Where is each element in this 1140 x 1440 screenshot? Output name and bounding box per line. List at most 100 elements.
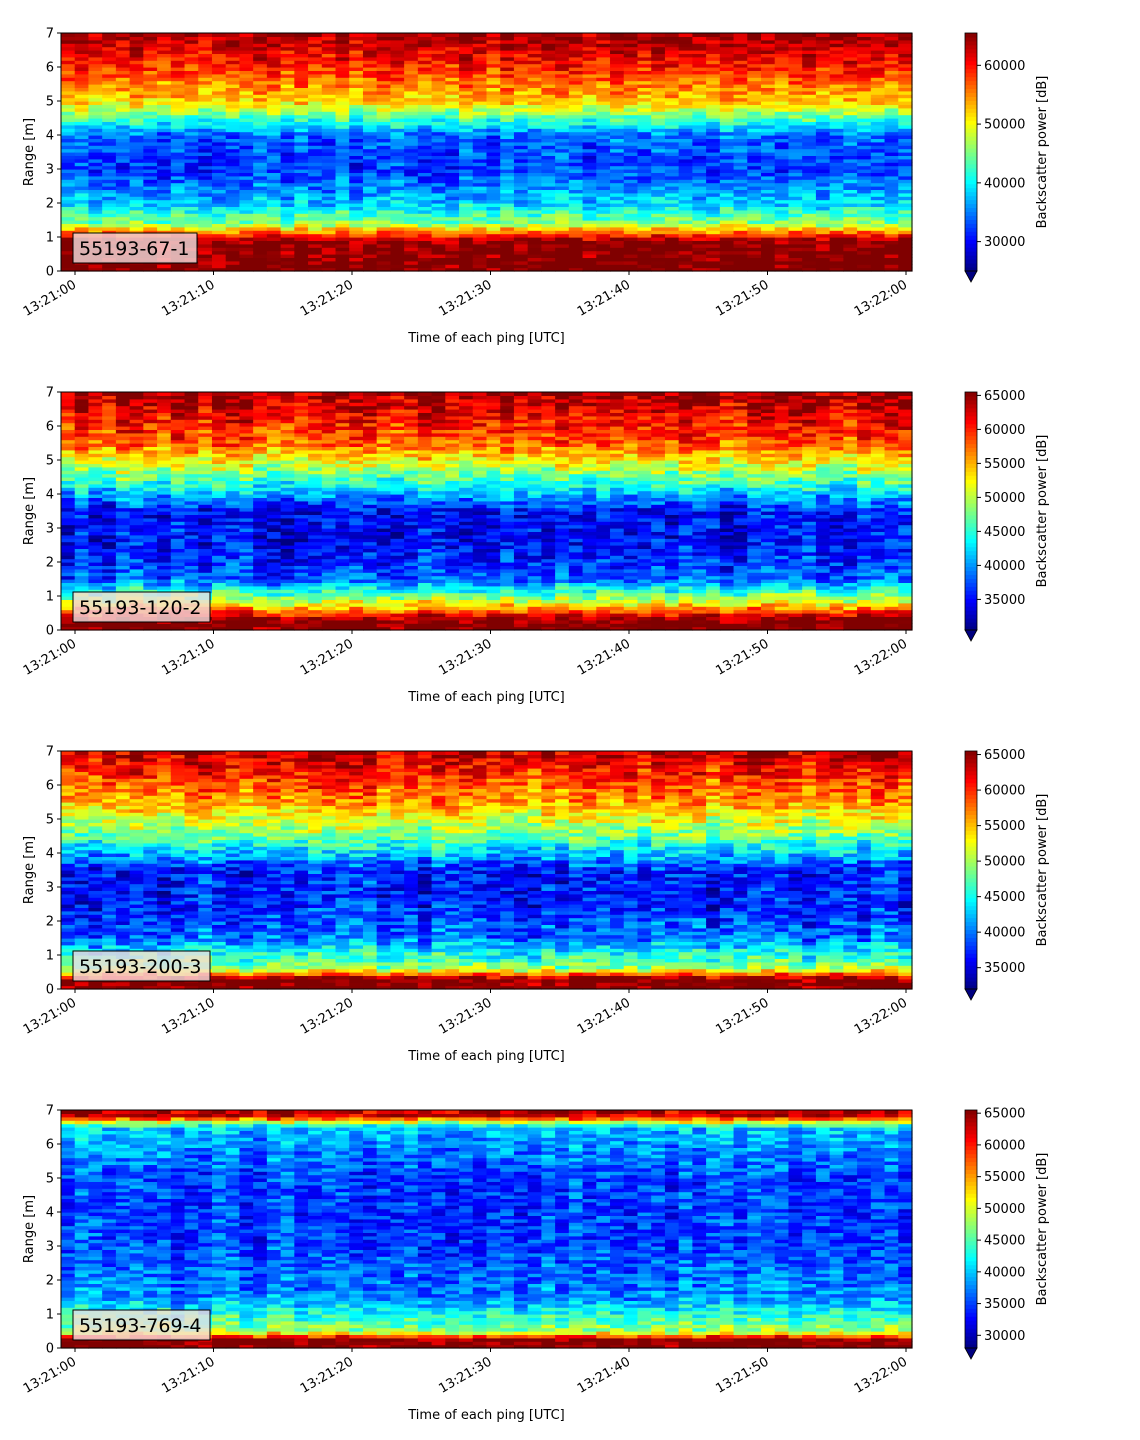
heatmap-cell: [885, 227, 899, 231]
heatmap-cell: [665, 234, 679, 238]
heatmap-cell: [143, 176, 157, 180]
heatmap-cell: [541, 217, 555, 221]
heatmap-cell: [349, 200, 363, 204]
heatmap-cell: [788, 183, 802, 187]
heatmap-cell: [541, 234, 555, 238]
heatmap-cell: [171, 159, 185, 163]
heatmap-cell: [610, 166, 624, 170]
heatmap-cell: [500, 210, 514, 214]
heatmap-cell: [143, 402, 157, 406]
heatmap-cell: [665, 251, 679, 255]
x-tick-label: 13:21:30: [436, 277, 494, 319]
heatmap-cell: [692, 33, 706, 37]
heatmap-cell: [267, 33, 281, 37]
heatmap-cell: [541, 244, 555, 248]
colorbar-segment: [965, 231, 977, 235]
heatmap-cell: [569, 193, 583, 197]
heatmap-cell: [830, 183, 844, 187]
heatmap-cell: [267, 132, 281, 136]
heatmap-cell: [843, 193, 857, 197]
heatmap-cell: [487, 159, 501, 163]
heatmap-cell: [308, 142, 322, 146]
heatmap-cell: [679, 227, 693, 231]
heatmap-cell: [583, 217, 597, 221]
heatmap-cell: [445, 159, 459, 163]
heatmap-cell: [432, 33, 446, 37]
heatmap-cell: [583, 210, 597, 214]
heatmap-cell: [816, 217, 830, 221]
heatmap-cell: [322, 210, 336, 214]
x-tick-label: 13:21:10: [159, 277, 217, 319]
heatmap-cell: [885, 244, 899, 248]
heatmap-cell: [843, 149, 857, 153]
heatmap-cell: [198, 251, 212, 255]
heatmap-cell: [473, 159, 487, 163]
heatmap-cell: [871, 264, 885, 268]
heatmap-cell: [253, 251, 267, 255]
heatmap-cell: [734, 132, 748, 136]
heatmap-cell: [637, 142, 651, 146]
heatmap-cell: [555, 193, 569, 197]
heatmap-cell: [843, 244, 857, 248]
heatmap-cell: [459, 244, 473, 248]
heatmap-cell: [802, 149, 816, 153]
heatmap-cell: [390, 264, 404, 268]
heatmap-cell: [212, 183, 226, 187]
heatmap-cell: [239, 264, 253, 268]
heatmap-cell: [816, 33, 830, 37]
y-tick-label: 4: [46, 129, 54, 144]
heatmap-cell: [651, 217, 665, 221]
heatmap-cell: [75, 210, 89, 214]
heatmap-cell: [432, 264, 446, 268]
heatmap-cell: [390, 210, 404, 214]
heatmap-cell: [528, 166, 542, 170]
heatmap-cell: [816, 210, 830, 214]
heatmap-cell: [706, 33, 720, 37]
heatmap-cell: [75, 470, 89, 474]
heatmap-cell: [857, 183, 871, 187]
heatmap-cell: [130, 159, 144, 163]
heatmap-cell: [692, 234, 706, 238]
heatmap-cell: [624, 149, 638, 153]
heatmap-cell: [212, 33, 226, 37]
heatmap-cell: [720, 183, 734, 187]
heatmap-cell: [816, 166, 830, 170]
heatmap-cell: [775, 159, 789, 163]
heatmap-cell: [226, 234, 240, 238]
heatmap-cell: [528, 176, 542, 180]
heatmap-cell: [761, 183, 775, 187]
heatmap-cell: [473, 244, 487, 248]
heatmap-cell: [336, 132, 350, 136]
heatmap-cell: [487, 217, 501, 221]
heatmap-cell: [143, 166, 157, 170]
heatmap-cell: [788, 217, 802, 221]
heatmap-cell: [226, 183, 240, 187]
heatmap-cell: [404, 210, 418, 214]
heatmap-cell: [377, 149, 391, 153]
heatmap-cell: [130, 487, 144, 491]
heatmap-cell: [665, 217, 679, 221]
heatmap-cell: [143, 200, 157, 204]
heatmap-cell: [404, 166, 418, 170]
heatmap-cell: [473, 132, 487, 136]
heatmap-cell: [226, 166, 240, 170]
x-tick-label: 13:21:20: [298, 277, 356, 319]
heatmap-cell: [528, 251, 542, 255]
colorbar-segment: [965, 156, 977, 160]
heatmap-cell: [637, 132, 651, 136]
heatmap-cell: [459, 200, 473, 204]
heatmap-cell: [432, 244, 446, 248]
heatmap-cell: [418, 200, 432, 204]
heatmap-cell: [130, 200, 144, 204]
heatmap-cell: [843, 183, 857, 187]
heatmap-cell: [61, 132, 75, 136]
heatmap-cell: [583, 166, 597, 170]
heatmap-cell: [665, 176, 679, 180]
heatmap-cell: [734, 264, 748, 268]
colorbar-segment: [965, 251, 977, 255]
colorbar-segment: [965, 45, 977, 49]
heatmap-cell: [775, 142, 789, 146]
heatmap-cell: [432, 142, 446, 146]
heatmap-cell: [583, 33, 597, 37]
